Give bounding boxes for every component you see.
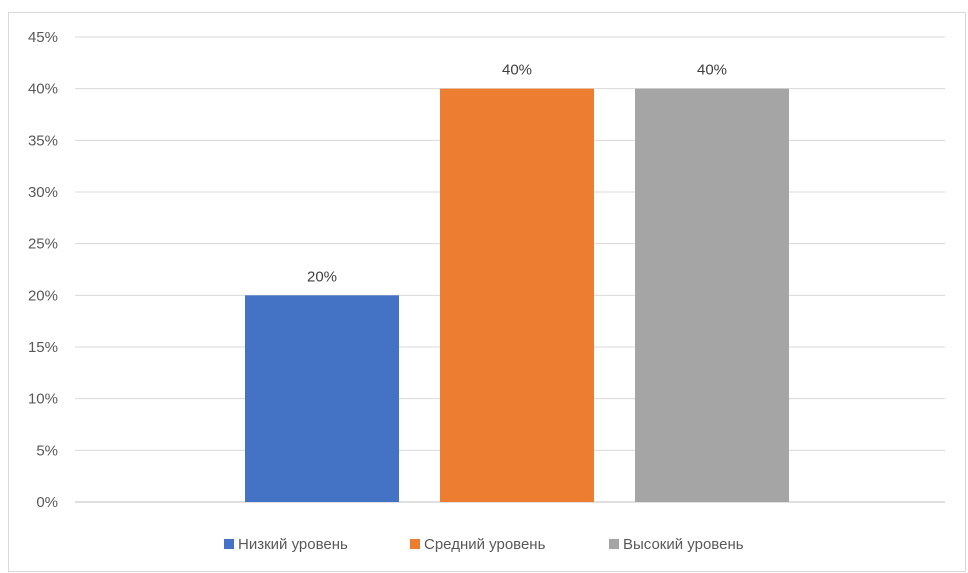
y-tick-label: 35% [28, 132, 58, 149]
bar [440, 88, 594, 503]
bar [635, 88, 789, 503]
y-tick-label: 15% [28, 339, 58, 356]
data-label: 20% [307, 268, 337, 285]
bar [245, 295, 399, 502]
y-tick-label: 40% [28, 81, 58, 98]
legend-swatch [410, 539, 420, 549]
y-tick-label: 45% [28, 29, 58, 46]
legend-swatch [224, 539, 234, 549]
legend-swatch [609, 539, 619, 549]
y-tick-label: 0% [36, 494, 58, 511]
legend-label: Высокий уровень [623, 536, 744, 553]
y-tick-label: 10% [28, 391, 58, 408]
data-label: 40% [502, 62, 532, 79]
y-tick-label: 20% [28, 287, 58, 304]
y-tick-label: 25% [28, 236, 58, 253]
legend-label: Средний уровень [424, 536, 546, 553]
data-label: 40% [697, 62, 727, 79]
y-tick-label: 5% [36, 442, 58, 459]
legend-label: Низкий уровень [238, 536, 348, 553]
y-tick-label: 30% [28, 184, 58, 201]
